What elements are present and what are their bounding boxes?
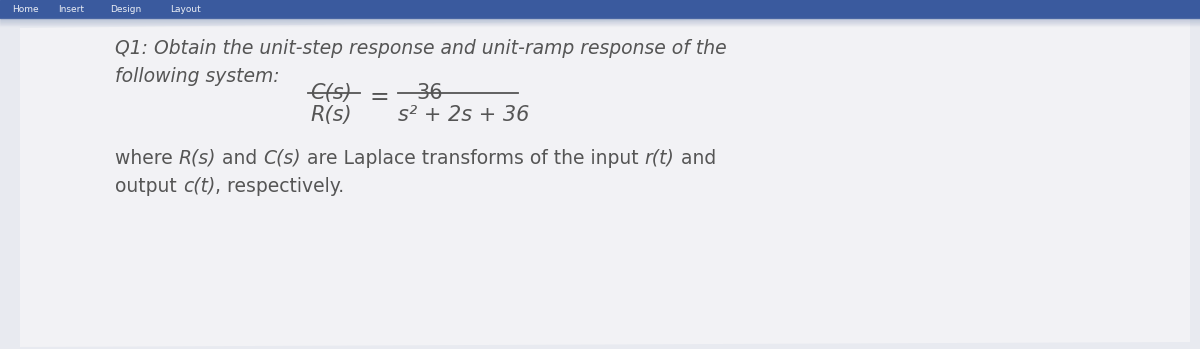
- Bar: [0, 24, 1200, 25]
- Text: Q1: Obtain the unit-step response and unit-ramp response of the: Q1: Obtain the unit-step response and un…: [115, 39, 727, 58]
- Bar: [0, 20, 1200, 21]
- Bar: [0, 22, 1200, 23]
- Text: and: and: [216, 149, 264, 168]
- Text: Layout: Layout: [170, 5, 200, 14]
- Bar: [0, 23, 1200, 24]
- Text: R(s): R(s): [179, 149, 216, 168]
- Text: c(t): c(t): [182, 177, 215, 196]
- Text: Home: Home: [12, 5, 38, 14]
- Text: r(t): r(t): [644, 149, 674, 168]
- Text: where: where: [115, 149, 179, 168]
- Text: , respectively.: , respectively.: [215, 177, 344, 196]
- Text: Insert: Insert: [58, 5, 84, 14]
- Text: C(s): C(s): [310, 83, 352, 103]
- Text: C(s): C(s): [264, 149, 301, 168]
- Text: and: and: [674, 149, 716, 168]
- Bar: [0, 25, 1200, 26]
- Text: output: output: [115, 177, 182, 196]
- Text: Design: Design: [110, 5, 142, 14]
- Text: following system:: following system:: [115, 67, 280, 86]
- Text: are Laplace transforms of the input: are Laplace transforms of the input: [301, 149, 644, 168]
- Bar: [0, 18, 1200, 19]
- Text: =: =: [370, 85, 390, 109]
- Polygon shape: [20, 15, 1190, 347]
- Bar: [0, 21, 1200, 22]
- Bar: [0, 0, 1200, 18]
- Bar: [0, 19, 1200, 20]
- Text: 36: 36: [416, 83, 443, 103]
- Text: R(s): R(s): [310, 105, 352, 125]
- Text: s² + 2s + 36: s² + 2s + 36: [398, 105, 529, 125]
